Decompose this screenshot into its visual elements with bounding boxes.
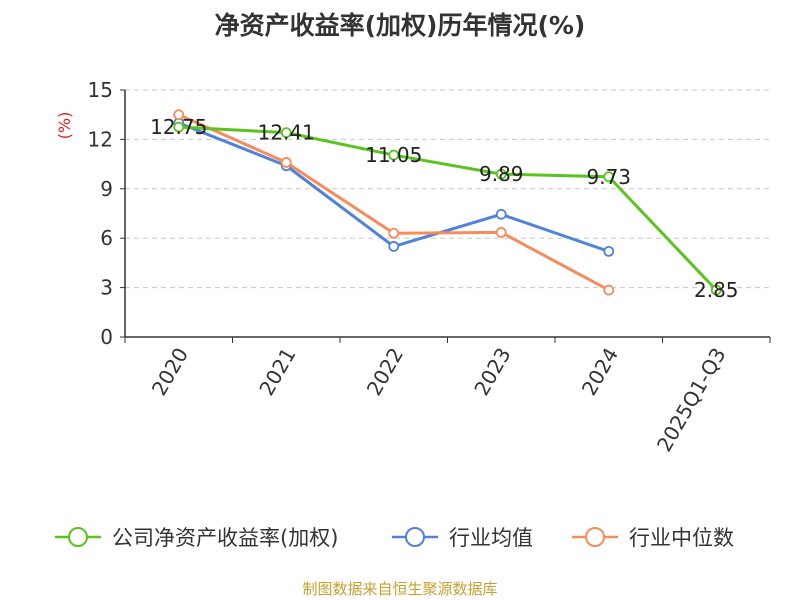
data-point bbox=[280, 157, 292, 168]
y-tick-label: 15 bbox=[88, 78, 113, 102]
data-label: 2.85 bbox=[694, 278, 739, 302]
data-label: 11.05 bbox=[365, 143, 422, 167]
data-point bbox=[495, 227, 507, 238]
x-tick-label: 2025Q1-Q3 bbox=[652, 344, 731, 456]
legend-swatch-marker bbox=[585, 527, 605, 547]
legend-label: 行业均值 bbox=[449, 526, 533, 550]
data-point bbox=[280, 127, 292, 139]
y-tick-label: 9 bbox=[100, 177, 113, 201]
y-tick-label: 3 bbox=[100, 276, 113, 300]
legend-label: 行业中位数 bbox=[629, 526, 734, 550]
y-tick-label: 12 bbox=[88, 127, 113, 151]
grid-lines bbox=[125, 89, 770, 289]
data-point bbox=[710, 284, 722, 296]
data-point bbox=[388, 241, 400, 252]
series-lines bbox=[173, 109, 722, 296]
series-line bbox=[178, 125, 718, 292]
x-tick-label: 2023 bbox=[469, 344, 515, 400]
x-tick-label: 2020 bbox=[147, 344, 193, 400]
data-point bbox=[603, 284, 615, 296]
data-label: 9.73 bbox=[586, 165, 631, 189]
data-point bbox=[603, 245, 615, 257]
data-point bbox=[173, 121, 185, 133]
data-labels: 12.75 12.41 11.05 9.89 9.73 2.85 bbox=[150, 115, 738, 302]
data-source-note: 制图数据来自恒生聚源数据库 bbox=[302, 580, 498, 598]
data-label: 12.75 bbox=[150, 115, 207, 139]
legend: 公司净资产收益率(加权) 行业均值 行业中位数 bbox=[55, 526, 734, 550]
data-label: 9.89 bbox=[479, 162, 524, 186]
data-point bbox=[495, 168, 507, 180]
x-tick-label: 2024 bbox=[577, 344, 623, 400]
data-point bbox=[173, 109, 185, 121]
y-axis-label: (%) bbox=[55, 112, 74, 140]
legend-swatch-marker bbox=[405, 527, 425, 547]
data-label: 12.41 bbox=[258, 121, 315, 145]
legend-label: 公司净资产收益率(加权) bbox=[112, 526, 338, 550]
x-tick-label: 2021 bbox=[254, 344, 300, 400]
legend-swatch-marker bbox=[68, 527, 88, 547]
data-point bbox=[388, 227, 400, 239]
x-tick-label: 2022 bbox=[362, 344, 408, 400]
y-tick-label: 6 bbox=[100, 226, 113, 250]
data-point bbox=[495, 208, 507, 220]
data-point bbox=[603, 171, 615, 183]
data-point bbox=[388, 149, 400, 161]
y-tick-label: 0 bbox=[100, 325, 113, 349]
series-line bbox=[178, 113, 610, 292]
chart-title: 净资产收益率(加权)历年情况(%) bbox=[214, 11, 586, 40]
